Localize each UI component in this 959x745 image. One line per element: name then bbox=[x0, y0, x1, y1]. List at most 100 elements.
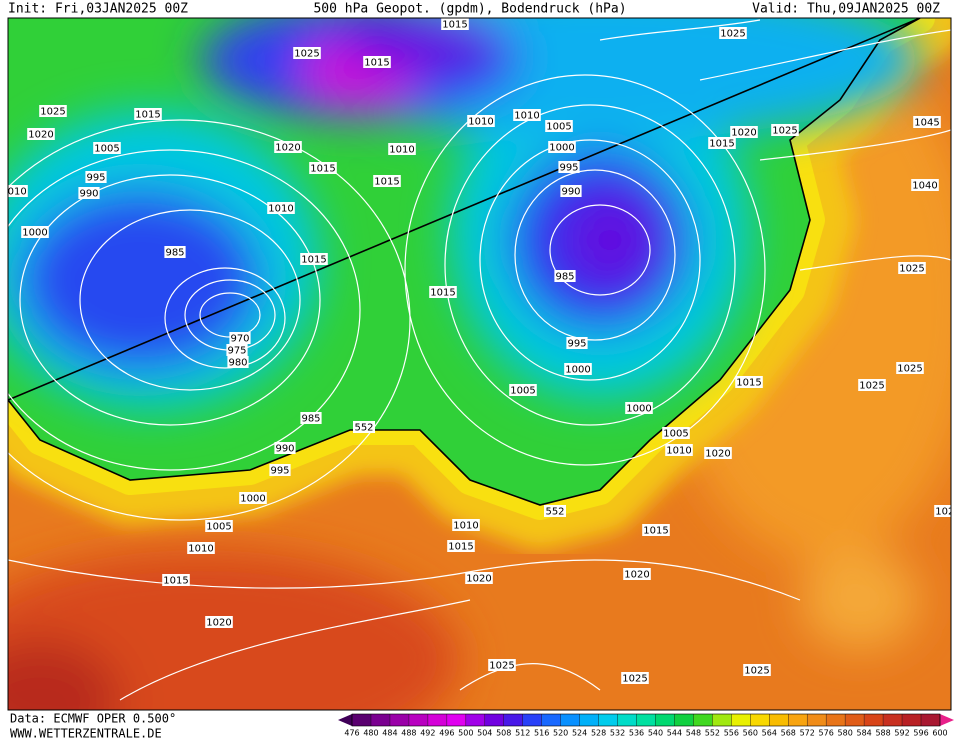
colorbar-high-end bbox=[940, 714, 954, 726]
isobar-label-box bbox=[560, 185, 582, 197]
colorbar-cell bbox=[560, 714, 580, 726]
contour-label: 552 bbox=[545, 507, 564, 518]
data-source: Data: ECMWF OPER 0.500° bbox=[10, 712, 176, 726]
colorbar-cell bbox=[598, 714, 618, 726]
isobar-label: 1020 bbox=[275, 143, 300, 154]
colorbar-label: 516 bbox=[534, 729, 549, 738]
colorbar-cell bbox=[883, 714, 903, 726]
isobar-label: 1010 bbox=[188, 544, 213, 555]
colorbar-label: 508 bbox=[496, 729, 511, 738]
isobar-label-box bbox=[564, 363, 592, 375]
isobar-label: 990 bbox=[275, 444, 294, 455]
isobar-label: 1020 bbox=[466, 574, 491, 585]
colorbar-cell bbox=[788, 714, 808, 726]
isobar-label-box bbox=[162, 574, 190, 586]
colorbar-label: 596 bbox=[913, 729, 928, 738]
isobar-label-box bbox=[509, 384, 537, 396]
isobar-label: 1025 bbox=[859, 381, 884, 392]
isobar-label: 970 bbox=[230, 334, 249, 345]
colorbar-label: 544 bbox=[667, 729, 682, 738]
colorbar-label: 588 bbox=[875, 729, 890, 738]
isobar-label-box bbox=[730, 126, 758, 138]
isobar-label-box bbox=[662, 427, 690, 439]
colorbar-label: 504 bbox=[477, 729, 492, 738]
isobar-label-box bbox=[21, 226, 49, 238]
colorbar-label: 556 bbox=[724, 729, 739, 738]
colorbar-label: 564 bbox=[762, 729, 777, 738]
isobar-label: 1020 bbox=[731, 128, 756, 139]
isobar-label: 1040 bbox=[912, 181, 937, 192]
colorbar-label: 484 bbox=[382, 729, 397, 738]
isobar-label: 1025 bbox=[489, 661, 514, 672]
isobar-label-box bbox=[743, 664, 771, 676]
colorbar-cell bbox=[655, 714, 675, 726]
isobar-label-box bbox=[293, 47, 321, 59]
isobar-label-box bbox=[625, 402, 653, 414]
isobar-label-box bbox=[39, 105, 67, 117]
colorbar-cell bbox=[807, 714, 827, 726]
isobar-label: 1015 bbox=[135, 110, 160, 121]
isobar-label-box bbox=[858, 379, 886, 391]
isobar-label-box bbox=[554, 270, 576, 282]
colorbar-label: 540 bbox=[648, 729, 663, 738]
website: WWW.WETTERZENTRALE.DE bbox=[10, 727, 162, 741]
isobar-label: 1025 bbox=[744, 666, 769, 677]
isobar-label: 985 bbox=[555, 272, 574, 283]
isobar-label-box bbox=[623, 568, 651, 580]
isobar-label-box bbox=[447, 540, 475, 552]
colorbar-label: 520 bbox=[553, 729, 568, 738]
colorbar-label: 524 bbox=[572, 729, 587, 738]
colorbar-label: 512 bbox=[515, 729, 530, 738]
isobar-label: 1025 bbox=[622, 674, 647, 685]
isobar-label: 1005 bbox=[663, 429, 688, 440]
init-time: Init: Fri,03JAN2025 00Z bbox=[8, 2, 188, 17]
isobar-label-box bbox=[373, 175, 401, 187]
isobar-label-box bbox=[934, 505, 951, 517]
isobar-label: 1005 bbox=[546, 122, 571, 133]
isobar-label: 1010 bbox=[666, 446, 691, 457]
colorbar-cell bbox=[712, 714, 732, 726]
colorbar-cell bbox=[522, 714, 542, 726]
isobar-label-box bbox=[300, 412, 322, 424]
isobar-label-box bbox=[896, 362, 924, 374]
isobar-label: 1000 bbox=[549, 143, 574, 154]
colorbar-cell bbox=[617, 714, 637, 726]
colorbar-cell bbox=[826, 714, 846, 726]
isobar-label-box bbox=[205, 520, 233, 532]
isobar-label-box bbox=[229, 332, 251, 344]
colorbar-cell bbox=[731, 714, 751, 726]
isobar-label-box bbox=[898, 262, 926, 274]
isobar-label: 1000 bbox=[22, 228, 47, 239]
isobar-label: 1020 bbox=[935, 507, 959, 518]
contour-label-box bbox=[353, 421, 375, 433]
isobar-label-box bbox=[205, 616, 233, 628]
isobar-label-box bbox=[388, 143, 416, 155]
colorbar-label: 488 bbox=[401, 729, 416, 738]
isobar-label: 1000 bbox=[626, 404, 651, 415]
isobar-label: 980 bbox=[228, 358, 247, 369]
isobar-label-box bbox=[548, 141, 576, 153]
colorbar-cell bbox=[921, 714, 940, 726]
colorbar-cell bbox=[503, 714, 523, 726]
isobar-label: 1010 bbox=[514, 111, 539, 122]
isobar-label-box bbox=[913, 116, 941, 128]
colorbar-cell bbox=[408, 714, 428, 726]
colorbar-label: 548 bbox=[686, 729, 701, 738]
isobar-label: 1010 bbox=[268, 204, 293, 215]
colorbar-label: 492 bbox=[420, 729, 435, 738]
map-title: 500 hPa Geopot. (gpdm), Bodendruck (hPa) bbox=[313, 2, 626, 17]
isobar-label: 985 bbox=[301, 414, 320, 425]
isobar-label-box bbox=[363, 56, 391, 68]
isobar-label: 1025 bbox=[720, 29, 745, 40]
colorbar-cell bbox=[541, 714, 561, 726]
isobar-label: 995 bbox=[567, 339, 586, 350]
isobar-label-box bbox=[441, 18, 469, 30]
isobar-label: 1020 bbox=[624, 570, 649, 581]
isobar-label: 995 bbox=[559, 163, 578, 174]
isobar-label-box bbox=[771, 124, 799, 136]
isobar-label: 1015 bbox=[709, 139, 734, 150]
isobar-label: 1010 bbox=[1, 187, 26, 198]
colorbar-label: 500 bbox=[458, 729, 473, 738]
map-frame bbox=[7, 17, 952, 711]
isobar-label: 975 bbox=[227, 346, 246, 357]
